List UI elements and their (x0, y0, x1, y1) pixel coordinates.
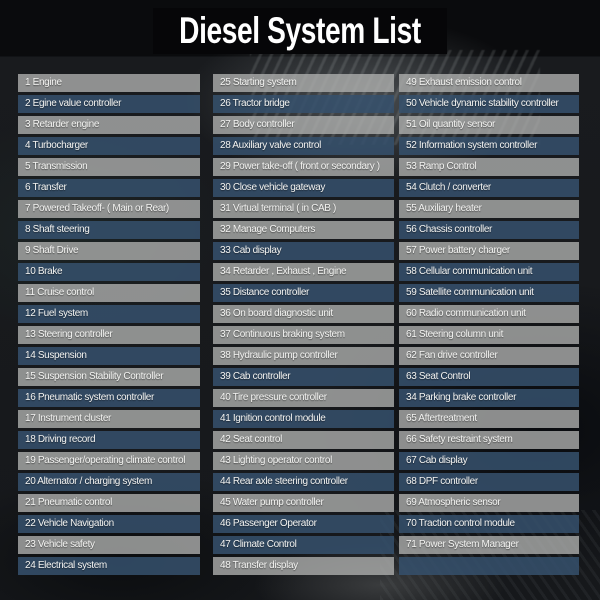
list-item: 55 Auxiliary heater (399, 200, 579, 218)
list-item: 17 Instrument cluster (18, 410, 200, 428)
list-item: 32 Manage Computers (213, 221, 394, 239)
list-item: 35 Distance controller (213, 284, 394, 302)
list-item: 22 Vehicle Navigation (18, 515, 200, 533)
list-item: 52 Information system controller (399, 137, 579, 155)
list-column-3: 49 Exhaust emission control 50 Vehicle dy… (399, 74, 579, 575)
list-item: 26 Tractor bridge (213, 95, 394, 113)
list-item: 12 Fuel system (18, 305, 200, 323)
list-item: 34 Parking brake controller (399, 389, 579, 407)
list-item: 46 Passenger Operator (213, 515, 394, 533)
title-banner: Diesel System List (153, 8, 447, 54)
list-item: 70 Traction control module (399, 515, 579, 533)
list-item: 10 Brake (18, 263, 200, 281)
list-item: 66 Safety restraint system (399, 431, 579, 449)
list-item: 4 Turbocharger (18, 137, 200, 155)
list-item: 15 Suspension Stability Controller (18, 368, 200, 386)
list-item: 8 Shaft steering (18, 221, 200, 239)
list-item: 42 Seat control (213, 431, 394, 449)
list-item: 30 Close vehicle gateway (213, 179, 394, 197)
list-item: 44 Rear axle steering controller (213, 473, 394, 491)
list-item: 47 Climate Control (213, 536, 394, 554)
list-item: 20 Alternator / charging system (18, 473, 200, 491)
list-item: 68 DPF controller (399, 473, 579, 491)
list-item: 40 Tire pressure controller (213, 389, 394, 407)
list-item: 7 Powered Takeoff- ( Main or Rear) (18, 200, 200, 218)
list-item: 21 Pneumatic control (18, 494, 200, 512)
list-item: 57 Power battery charger (399, 242, 579, 260)
list-item: 49 Exhaust emission control (399, 74, 579, 92)
page-title: Diesel System List (179, 10, 421, 51)
list-item: 23 Vehicle safety (18, 536, 200, 554)
list-item: 59 Satellite communication unit (399, 284, 579, 302)
list-item: 58 Cellular communication unit (399, 263, 579, 281)
list-item: 5 Transmission (18, 158, 200, 176)
list-column-2: 25 Starting system 26 Tractor bridge 27 Bo… (213, 74, 394, 575)
list-item: 28 Auxiliary valve control (213, 137, 394, 155)
list-item: 33 Cab display (213, 242, 394, 260)
list-item: 36 On board diagnostic unit (213, 305, 394, 323)
list-item: 43 Lighting operator control (213, 452, 394, 470)
list-item: 67 Cab display (399, 452, 579, 470)
list-item: 31 Virtual terminal ( in CAB ) (213, 200, 394, 218)
list-item: 27 Body controller (213, 116, 394, 134)
list-item: 18 Driving record (18, 431, 200, 449)
list-item: 1 Engine (18, 74, 200, 92)
list-item: 65 Aftertreatment (399, 410, 579, 428)
list-item: 48 Transfer display (213, 557, 394, 575)
list-item: 60 Radio communication unit (399, 305, 579, 323)
list-item: 3 Retarder engine (18, 116, 200, 134)
list-item: 19 Passenger/operating climate control (18, 452, 200, 470)
list-item: 51 Oil quantity sensor (399, 116, 579, 134)
list-item: 25 Starting system (213, 74, 394, 92)
list-item: 56 Chassis controller (399, 221, 579, 239)
list-item: 41 Ignition control module (213, 410, 394, 428)
list-item: 69 Atmospheric sensor (399, 494, 579, 512)
list-item: 63 Seat Control (399, 368, 579, 386)
list-item: 53 Ramp Control (399, 158, 579, 176)
list-column-1: 1 Engine 2 Egine value controller 3 Retard… (18, 74, 200, 575)
list-item: 37 Continuous braking system (213, 326, 394, 344)
list-item: 39 Cab controller (213, 368, 394, 386)
list-item: 14 Suspension (18, 347, 200, 365)
list-item: 13 Steering controller (18, 326, 200, 344)
list-item: 9 Shaft Drive (18, 242, 200, 260)
list-item: 45 Water pump controller (213, 494, 394, 512)
list-item: 54 Clutch / converter (399, 179, 579, 197)
list-item-empty (399, 557, 579, 575)
list-item: 62 Fan drive controller (399, 347, 579, 365)
list-item: 34 Retarder , Exhaust , Engine (213, 263, 394, 281)
list-item: 24 Electrical system (18, 557, 200, 575)
list-item: 16 Pneumatic system controller (18, 389, 200, 407)
list-item: 71 Power System Manager (399, 536, 579, 554)
list-item: 29 Power take-off ( front or secondary ) (213, 158, 394, 176)
list-item: 50 Vehicle dynamic stability controller (399, 95, 579, 113)
list-item: 11 Cruise control (18, 284, 200, 302)
list-item: 38 Hydraulic pump controller (213, 347, 394, 365)
list-item: 2 Egine value controller (18, 95, 200, 113)
list-item: 61 Steering column unit (399, 326, 579, 344)
list-item: 6 Transfer (18, 179, 200, 197)
